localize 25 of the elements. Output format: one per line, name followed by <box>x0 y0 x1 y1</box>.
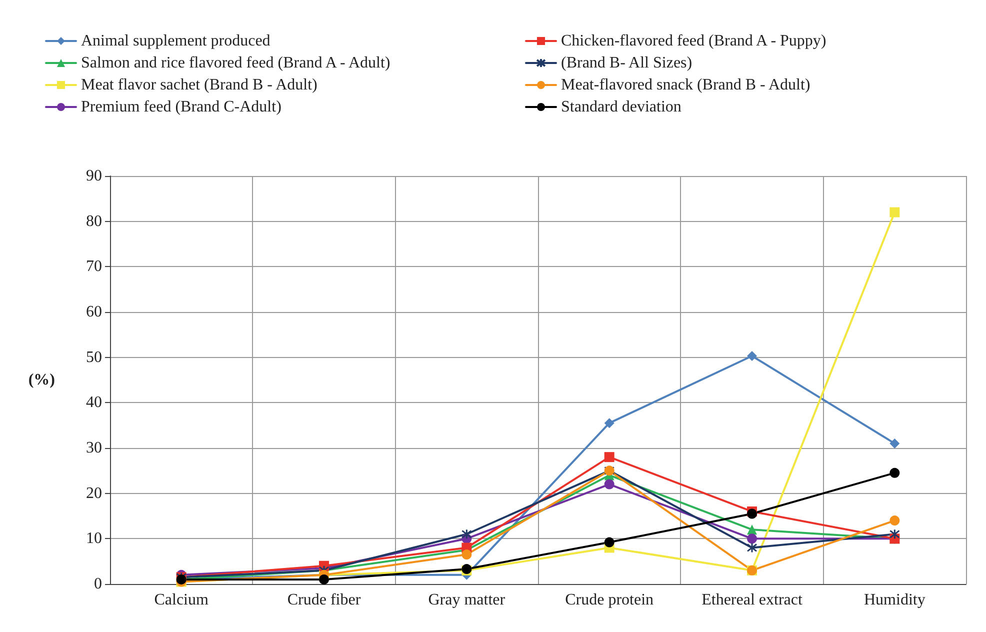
legend-label: Meat flavor sachet (Brand B - Adult) <box>81 76 318 94</box>
x-tick-label: Ethereal extract <box>702 592 803 608</box>
y-tick-label: 50 <box>86 348 102 366</box>
y-tick-label: 90 <box>86 168 102 184</box>
y-tick-label: 60 <box>86 304 102 320</box>
y-tick-label: 70 <box>86 258 102 276</box>
y-tick-label: 20 <box>86 484 102 502</box>
y-axis-title: (%) <box>28 372 55 388</box>
legend-label: Salmon and rice flavored feed (Brand A - Adult) <box>81 54 390 72</box>
x-tick-label: Gray matter <box>428 592 506 608</box>
x-tick-label: Crude fiber <box>287 592 362 608</box>
legend-label: (Brand B- All Sizes) <box>561 54 692 72</box>
x-tick-label: Crude protein <box>565 592 654 608</box>
y-tick-label: 30 <box>86 440 102 456</box>
y-tick-label: 0 <box>94 576 102 592</box>
x-tick-label: Humidity <box>864 592 926 608</box>
y-tick-label: 10 <box>86 530 102 548</box>
legend-label: Meat-flavored snack (Brand B - Adult) <box>561 76 810 94</box>
legend-label: Animal supplement produced <box>81 32 270 50</box>
y-tick-label: 40 <box>86 394 102 412</box>
y-tick-label: 80 <box>86 212 102 230</box>
legend-label: Premium feed (Brand C-Adult) <box>81 98 282 116</box>
x-tick-label: Calcium <box>154 592 209 608</box>
legend-label: Standard deviation <box>561 98 682 116</box>
legend-label: Chicken-flavored feed (Brand A - Puppy) <box>561 32 826 50</box>
